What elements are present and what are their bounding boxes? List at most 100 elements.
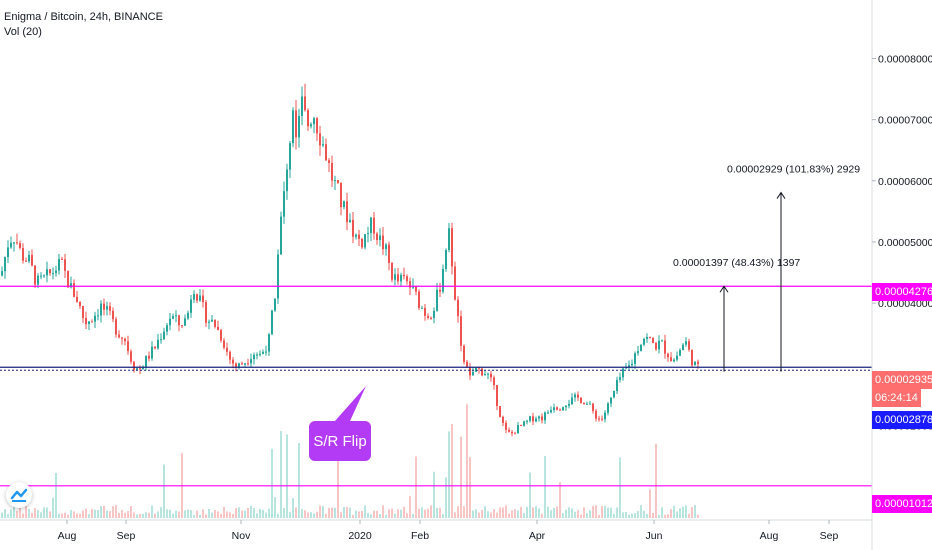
volume-bar-14 xyxy=(43,507,45,518)
candle-body-196 xyxy=(589,403,591,405)
candle-body-23 xyxy=(70,283,72,288)
volume-bar-86 xyxy=(259,508,261,518)
candle-body-59 xyxy=(178,315,180,326)
candle-body-199 xyxy=(598,418,600,420)
volume-bar-71 xyxy=(214,510,216,518)
candle-body-19 xyxy=(58,259,60,271)
candle-body-31 xyxy=(94,315,96,322)
candle-body-148 xyxy=(445,250,447,269)
candle-body-144 xyxy=(433,310,435,318)
volume-bar-167 xyxy=(502,507,504,518)
candle-body-25 xyxy=(76,296,78,302)
volume-bar-208 xyxy=(625,511,627,518)
candle-body-21 xyxy=(64,259,66,271)
volume-bar-34 xyxy=(103,505,105,518)
volume-bar-223 xyxy=(670,509,672,518)
logo-icon xyxy=(10,488,28,502)
volume-bar-134 xyxy=(403,506,405,518)
volume-bar-51 xyxy=(154,513,156,518)
x-tick-label-6: Jun xyxy=(646,530,663,542)
volume-bar-152 xyxy=(457,506,459,518)
candle-body-26 xyxy=(79,301,81,306)
volume-bar-186 xyxy=(559,482,561,518)
volume-bar-67 xyxy=(202,509,204,518)
volume-bar-180 xyxy=(541,513,543,518)
volume-bar-99 xyxy=(298,442,300,518)
volume-bar-126 xyxy=(379,514,381,518)
candle-body-228 xyxy=(685,341,687,345)
volume-bar-211 xyxy=(634,513,636,518)
candle-body-180 xyxy=(541,416,543,421)
candle-body-134 xyxy=(403,275,405,277)
volume-bar-159 xyxy=(478,512,480,518)
candle-body-100 xyxy=(301,96,303,116)
y-tick-label-1: 0.00007000 xyxy=(878,115,932,127)
candle-body-102 xyxy=(307,110,309,127)
candle-body-41 xyxy=(124,338,126,342)
candle-body-92 xyxy=(277,254,279,299)
candle-body-61 xyxy=(184,318,186,326)
candle-body-111 xyxy=(334,180,336,182)
volume-bar-192 xyxy=(577,510,579,518)
candle-body-69 xyxy=(208,321,210,323)
candle-body-217 xyxy=(652,338,654,344)
volume-bar-181 xyxy=(544,456,546,518)
candle-body-131 xyxy=(394,274,396,280)
candle-body-98 xyxy=(295,110,297,138)
volume-bar-214 xyxy=(643,510,645,518)
volume-bar-183 xyxy=(550,510,552,518)
y-tick-label-3: 0.00005000 xyxy=(878,237,932,249)
volume-bar-216 xyxy=(649,489,651,518)
volume-bar-27 xyxy=(82,510,84,518)
volume-bar-57 xyxy=(172,513,174,518)
volume-bar-85 xyxy=(256,513,258,518)
candle-body-82 xyxy=(247,363,249,365)
volume-bar-139 xyxy=(418,508,420,518)
candle-body-89 xyxy=(268,334,270,352)
volume-bar-170 xyxy=(511,510,513,518)
level-tag-upper: 0.00004276 xyxy=(872,283,932,301)
candle-body-55 xyxy=(166,325,168,332)
x-tick-label-2: Nov xyxy=(232,530,251,542)
volume-bar-133 xyxy=(400,509,402,518)
volume-bar-103 xyxy=(310,512,312,518)
candle-body-16 xyxy=(49,269,51,274)
volume-bar-96 xyxy=(289,512,291,518)
volume-bar-89 xyxy=(268,508,270,518)
candle-body-222 xyxy=(667,353,669,358)
volume-bar-135 xyxy=(406,513,408,518)
candle-body-168 xyxy=(505,422,507,430)
candle-body-175 xyxy=(526,420,528,422)
tradingview-logo[interactable] xyxy=(6,482,32,508)
candle-body-24 xyxy=(73,283,75,297)
chart-header: Enigma / Bitcoin, 24h, BINANCE Vol (20) xyxy=(4,10,163,40)
candle-body-62 xyxy=(187,312,189,319)
candle-body-232 xyxy=(697,361,699,364)
volume-bar-123 xyxy=(370,514,372,518)
volume-bar-153 xyxy=(460,436,462,518)
candle-body-112 xyxy=(337,180,339,183)
volume-bar-205 xyxy=(616,507,618,518)
volume-bar-95 xyxy=(286,434,288,518)
candle-body-10 xyxy=(31,254,33,266)
volume-bar-220 xyxy=(661,507,663,518)
volume-bar-76 xyxy=(229,512,231,518)
candle-body-65 xyxy=(196,294,198,301)
candle-body-43 xyxy=(130,351,132,362)
volume-bar-224 xyxy=(673,505,675,518)
volume-bar-22 xyxy=(67,514,69,518)
volume-bar-132 xyxy=(397,509,399,518)
candle-body-170 xyxy=(511,431,513,434)
volume-bar-12 xyxy=(37,510,39,518)
candle-body-75 xyxy=(226,347,228,352)
candle-body-115 xyxy=(346,201,348,223)
candle-body-127 xyxy=(382,235,384,250)
volume-bar-77 xyxy=(232,513,234,518)
volume-bar-202 xyxy=(607,507,609,518)
candle-body-56 xyxy=(169,318,171,326)
countdown-tag: 06:24:14 xyxy=(872,389,921,407)
volume-bar-108 xyxy=(325,513,327,518)
volume-bar-112 xyxy=(337,443,339,518)
candle-body-34 xyxy=(103,303,105,310)
